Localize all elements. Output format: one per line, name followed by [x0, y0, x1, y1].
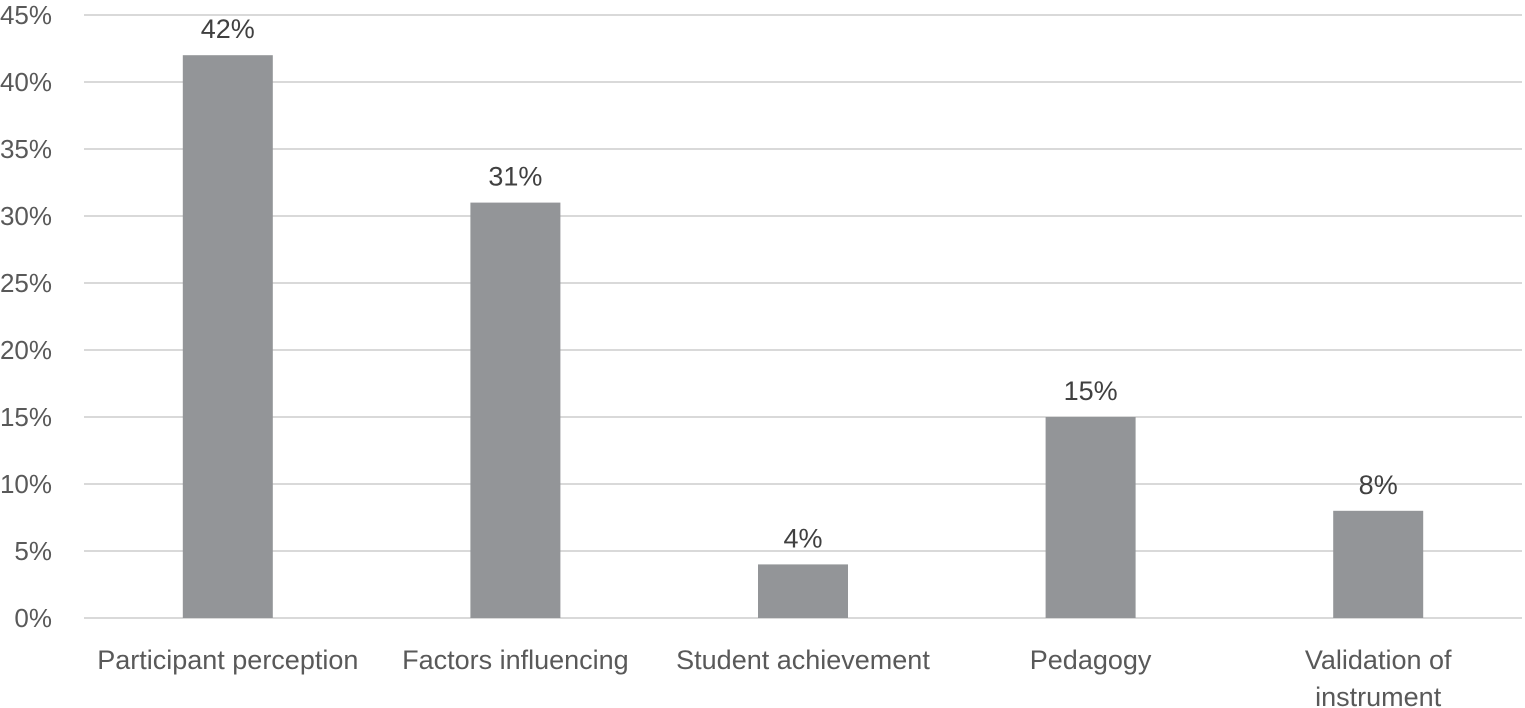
x-category-label: Student achievement [676, 645, 930, 675]
data-label: 8% [1359, 470, 1398, 500]
x-category-label: instrument [1315, 682, 1442, 708]
y-tick-label: 30% [0, 201, 52, 231]
y-tick-label: 25% [0, 268, 52, 298]
data-labels: 42% 31% 4% 15% 8% [201, 14, 1398, 553]
y-tick-label: 40% [0, 67, 52, 97]
x-category-label: Validation of [1305, 645, 1452, 675]
x-axis-category-labels: Participant perception Factors influencin… [97, 645, 1452, 708]
y-tick-label: 45% [0, 0, 52, 30]
x-category-label: Factors influencing [402, 645, 629, 675]
bar [470, 202, 561, 618]
bars [182, 55, 1424, 618]
x-category-label: Pedagogy [1030, 645, 1152, 675]
data-label: 4% [783, 523, 822, 553]
gridlines [84, 14, 1522, 619]
bar [1333, 510, 1424, 618]
data-label: 42% [201, 14, 255, 44]
y-tick-label: 35% [0, 134, 52, 164]
y-tick-label: 5% [14, 536, 52, 566]
data-label: 31% [488, 162, 542, 192]
bar [758, 564, 848, 618]
y-tick-label: 20% [0, 335, 52, 365]
bar [182, 55, 273, 618]
y-axis-tick-labels: 0% 5% 10% 15% 20% 25% 30% 35% 40% 45% [0, 0, 52, 633]
y-tick-label: 15% [0, 402, 52, 432]
y-tick-label: 0% [14, 603, 52, 633]
bar [1045, 417, 1136, 618]
x-category-label: Participant perception [97, 645, 358, 675]
data-label: 15% [1064, 376, 1118, 406]
y-tick-label: 10% [0, 469, 52, 499]
